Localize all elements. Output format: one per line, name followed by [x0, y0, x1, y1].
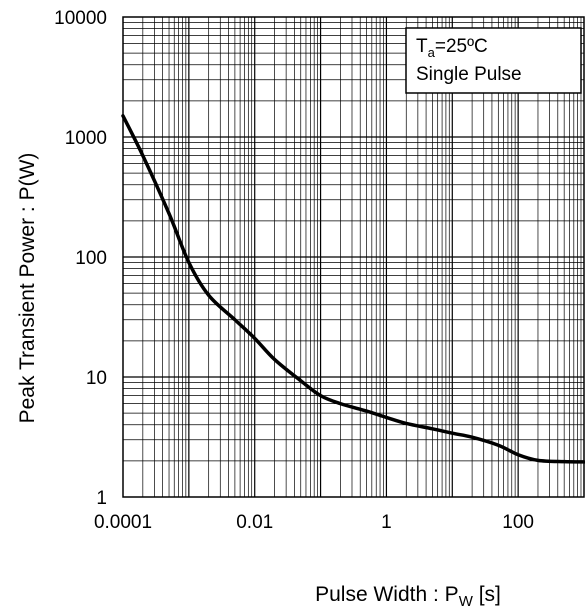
- y-tick-labels: 1 10 100 1000 10000: [54, 8, 107, 509]
- legend: Ta=25ºC Single Pulse: [405, 27, 582, 94]
- x-tick-label: 1: [381, 512, 392, 533]
- x-tick-labels: 0.0001 0.01 1 100: [94, 512, 534, 533]
- y-axis-title: Peak Transient Power : P(W): [16, 153, 39, 424]
- y-tick-label: 10000: [54, 8, 107, 29]
- y-tick-label: 1000: [65, 128, 107, 149]
- y-tick-label: 1: [96, 488, 107, 509]
- series-line: [121, 114, 585, 464]
- x-tick-label: 0.0001: [94, 512, 152, 533]
- legend-condition: Ta=25ºC: [416, 36, 488, 60]
- grid-lines: [123, 17, 584, 497]
- x-tick-label: 100: [502, 512, 534, 533]
- plot-frame: [122, 16, 585, 498]
- y-tick-label: 10: [86, 368, 107, 389]
- legend-pulse-type: Single Pulse: [416, 64, 522, 85]
- x-axis-title: Pulse Width : PW [s]: [315, 583, 501, 610]
- legend-box: [405, 27, 582, 94]
- y-tick-label: 100: [75, 248, 107, 269]
- x-tick-label: 0.01: [236, 512, 273, 533]
